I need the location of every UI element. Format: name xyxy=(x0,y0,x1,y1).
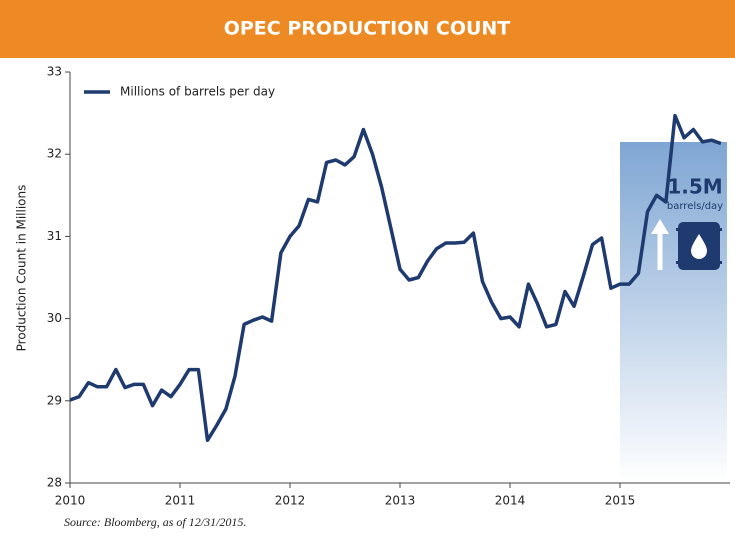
x-tick-label: 2014 xyxy=(495,494,526,508)
x-tick-label: 2010 xyxy=(55,494,86,508)
y-tick-label: 28 xyxy=(47,476,62,490)
chart-title: OPEC PRODUCTION COUNT xyxy=(224,18,511,40)
annotation-sub: barrels/day xyxy=(667,201,723,212)
y-axis-label: Production Count in Millions xyxy=(15,185,29,352)
y-tick-label: 29 xyxy=(47,393,62,407)
data-line xyxy=(69,113,722,443)
x-tick-label: 2011 xyxy=(165,494,196,508)
header-bar xyxy=(0,0,735,58)
x-tick-label: 2012 xyxy=(275,494,306,508)
y-tick-label: 30 xyxy=(47,311,62,325)
x-tick-label: 2015 xyxy=(605,494,636,508)
y-tick-label: 31 xyxy=(47,229,62,243)
source-note: Source: Bloomberg, as of 12/31/2015. xyxy=(64,515,246,529)
up-arrow xyxy=(651,219,669,270)
highlight-region xyxy=(620,142,727,483)
legend-label: Millions of barrels per day xyxy=(120,85,275,99)
x-tick-label: 2013 xyxy=(385,494,416,508)
annotation: 1.5M xyxy=(667,175,722,199)
barrel-icon xyxy=(676,222,722,270)
y-tick-label: 32 xyxy=(47,147,62,161)
y-tick-label: 33 xyxy=(47,65,62,79)
